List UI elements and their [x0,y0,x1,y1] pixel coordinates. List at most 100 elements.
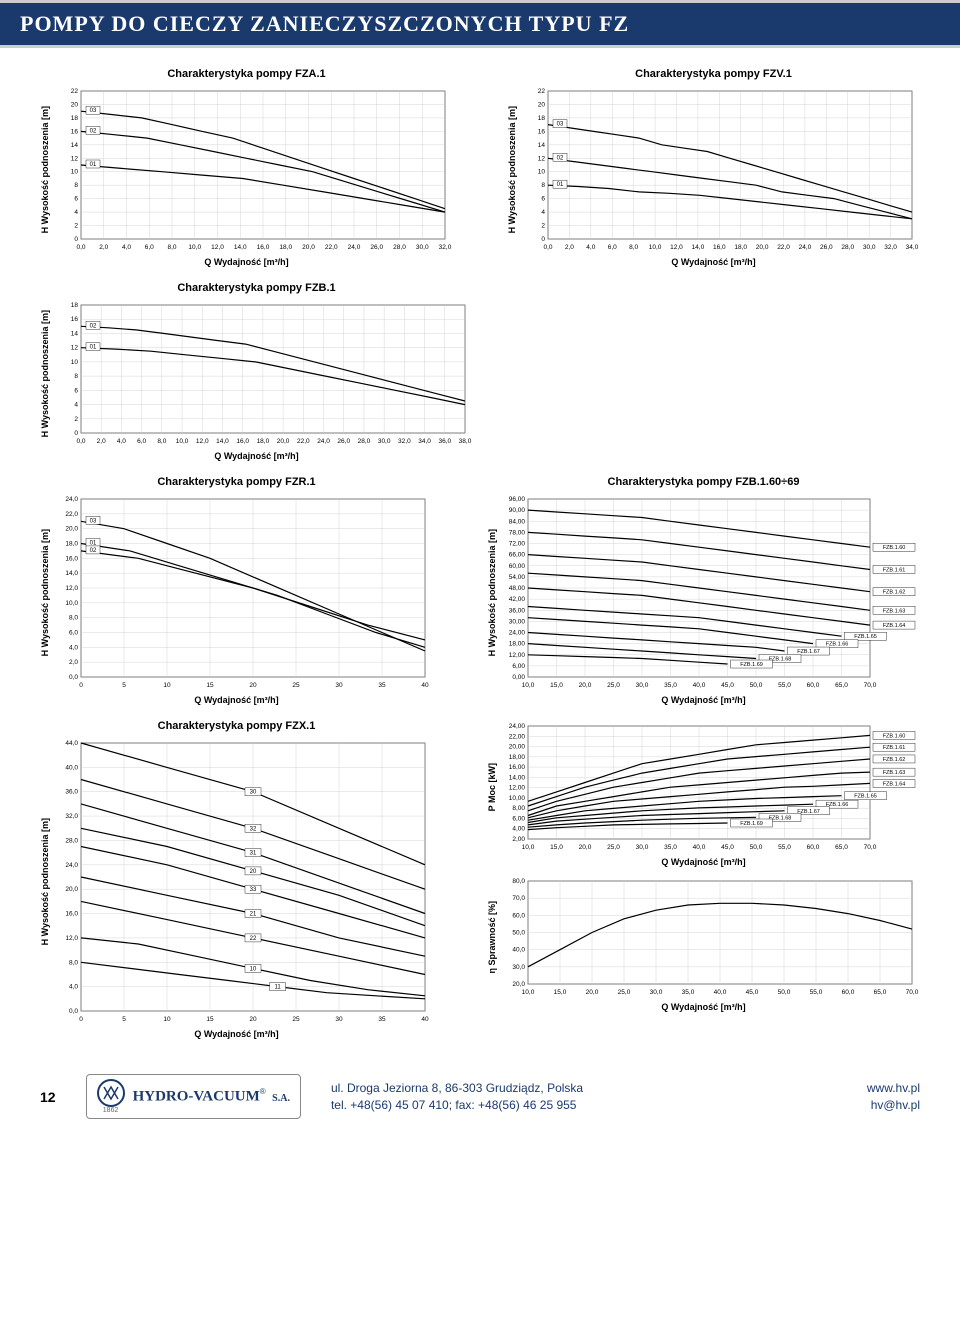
svg-text:20,0: 20,0 [65,526,78,533]
svg-text:12,0: 12,0 [211,244,224,251]
svg-text:40,0: 40,0 [693,682,706,689]
svg-text:30,0: 30,0 [416,244,429,251]
svg-text:8,0: 8,0 [629,244,638,251]
svg-text:2,0: 2,0 [99,244,108,251]
svg-text:24,0: 24,0 [799,244,812,251]
svg-text:8: 8 [541,182,545,189]
svg-text:12,00: 12,00 [509,652,526,659]
svg-text:22,0: 22,0 [65,511,78,518]
svg-text:2,0: 2,0 [69,659,78,666]
svg-text:10: 10 [538,169,546,176]
chart-fza1: Charakterystyka pompy FZA.1 H Wysokość p… [40,68,453,267]
svg-text:15: 15 [206,1016,214,1023]
svg-text:36,00: 36,00 [509,607,526,614]
chart-canvas: 0,02,04,06,08,010,012,014,016,018,020,02… [53,85,453,255]
svg-text:40,0: 40,0 [693,844,706,851]
svg-text:4,0: 4,0 [122,244,131,251]
svg-text:70,0: 70,0 [864,844,877,851]
svg-text:8,00: 8,00 [512,805,525,812]
svg-text:50,0: 50,0 [512,930,525,937]
svg-text:14: 14 [71,142,79,149]
svg-text:16: 16 [538,128,546,135]
svg-text:02: 02 [90,548,97,554]
svg-text:6,0: 6,0 [137,438,146,445]
svg-text:18,00: 18,00 [509,641,526,648]
svg-text:28,0: 28,0 [358,438,371,445]
svg-text:25: 25 [292,1016,300,1023]
svg-text:0: 0 [74,430,78,437]
svg-text:18: 18 [538,115,546,122]
svg-text:8,0: 8,0 [167,244,176,251]
svg-text:10,0: 10,0 [188,244,201,251]
address: ul. Droga Jeziorna 8, 86-303 Grudziądz, … [331,1080,583,1097]
svg-text:6,0: 6,0 [608,244,617,251]
svg-text:44,0: 44,0 [65,740,78,747]
contact-info: ul. Droga Jeziorna 8, 86-303 Grudziądz, … [331,1080,583,1114]
svg-text:15,0: 15,0 [550,682,563,689]
svg-text:2: 2 [541,223,545,230]
y-axis-label: H Wysokość podnoszenia [m] [487,529,497,656]
chart-fzb160-p: P Moc [kW] 10,015,020,025,030,035,040,04… [487,720,920,867]
svg-text:6,0: 6,0 [145,244,154,251]
svg-text:45,0: 45,0 [721,844,734,851]
svg-text:12,0: 12,0 [65,585,78,592]
svg-text:16,0: 16,0 [257,244,270,251]
svg-text:FZB.1.61: FZB.1.61 [883,567,906,573]
svg-text:4: 4 [74,209,78,216]
svg-text:18,00: 18,00 [509,754,526,761]
svg-text:32,0: 32,0 [398,438,411,445]
web-info: www.hv.pl hv@hv.pl [867,1080,920,1114]
svg-text:6: 6 [541,196,545,203]
svg-text:01: 01 [557,182,564,188]
svg-text:40: 40 [421,1016,429,1023]
svg-text:22: 22 [71,88,79,95]
svg-text:FZB.1.61: FZB.1.61 [883,745,906,751]
svg-text:8,0: 8,0 [69,615,78,622]
chart-row-2: Charakterystyka pompy FZB.1 H Wysokość p… [40,282,920,461]
svg-text:35: 35 [378,1016,386,1023]
svg-text:35,0: 35,0 [664,682,677,689]
svg-text:20,0: 20,0 [302,244,315,251]
svg-text:12,0: 12,0 [65,935,78,942]
svg-text:45,0: 45,0 [746,989,759,996]
svg-text:36,0: 36,0 [65,789,78,796]
svg-text:30,0: 30,0 [378,438,391,445]
svg-text:10,0: 10,0 [176,438,189,445]
svg-text:02: 02 [90,128,97,134]
chart-canvas: 05101520253035400,02,04,06,08,010,012,01… [53,493,433,693]
chart-canvas: 0,02,04,06,08,010,012,014,016,018,020,02… [520,85,920,255]
svg-text:96,00: 96,00 [509,496,526,503]
svg-text:40: 40 [421,682,429,689]
svg-text:80,0: 80,0 [512,878,525,885]
svg-text:FZB.1.65: FZB.1.65 [854,794,877,800]
svg-text:21: 21 [250,912,257,918]
svg-text:FZB.1.60: FZB.1.60 [883,545,906,551]
chart-row-4: Charakterystyka pompy FZX.1 H Wysokość p… [40,720,920,1039]
svg-text:10: 10 [250,966,257,972]
svg-text:50,0: 50,0 [778,989,791,996]
chart-fzb160-stack: P Moc [kW] 10,015,020,025,030,035,040,04… [487,720,920,1039]
svg-text:01: 01 [90,162,97,168]
svg-text:14: 14 [538,142,546,149]
svg-text:6: 6 [74,387,78,394]
chart-canvas: 10,015,020,025,030,035,040,045,050,055,0… [500,875,920,1000]
svg-text:6,00: 6,00 [512,663,525,670]
svg-text:50,0: 50,0 [750,682,763,689]
svg-text:30: 30 [250,790,257,796]
svg-text:FZB.1.66: FZB.1.66 [826,642,849,648]
svg-text:20,0: 20,0 [277,438,290,445]
svg-text:70,0: 70,0 [864,682,877,689]
page-number: 12 [40,1089,56,1105]
svg-text:03: 03 [557,122,564,128]
svg-text:32: 32 [250,826,257,832]
svg-text:65,0: 65,0 [835,844,848,851]
svg-text:FZB.1.64: FZB.1.64 [883,623,906,629]
svg-text:20: 20 [249,682,257,689]
svg-text:35,0: 35,0 [664,844,677,851]
svg-text:24,0: 24,0 [348,244,361,251]
x-axis-label: Q Wydajność [m³/h] [661,1002,745,1012]
svg-text:70,0: 70,0 [906,989,919,996]
svg-text:14,0: 14,0 [692,244,705,251]
svg-text:31: 31 [250,851,257,857]
svg-text:20,0: 20,0 [586,989,599,996]
